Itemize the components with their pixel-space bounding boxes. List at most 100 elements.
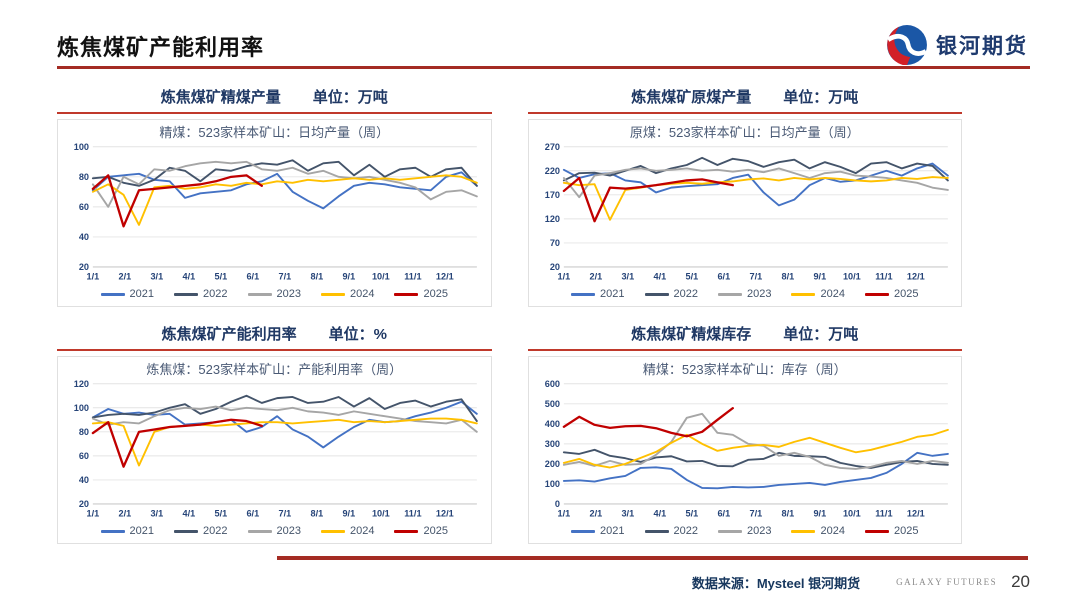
legend-item-2022: 2022 bbox=[644, 288, 698, 300]
y-axis-tick: 500 bbox=[544, 399, 559, 409]
x-axis-tick: 4/1 bbox=[653, 271, 666, 281]
series-line-2025 bbox=[562, 176, 734, 223]
legend-label-2022: 2022 bbox=[673, 525, 698, 537]
y-axis-tick: 40 bbox=[79, 475, 89, 485]
series-line-2025 bbox=[91, 418, 263, 468]
x-axis-tick: 10/1 bbox=[372, 508, 390, 518]
y-axis-tick: 120 bbox=[544, 214, 559, 224]
chart-legend: 2021 2022 2023 2024 2025 bbox=[62, 521, 487, 541]
legend-swatch-2024 bbox=[791, 292, 816, 296]
series-line-2021 bbox=[562, 451, 949, 490]
series-line-2023 bbox=[91, 160, 478, 208]
x-axis-tick: 2/1 bbox=[119, 271, 132, 281]
legend-item-2023: 2023 bbox=[247, 525, 301, 537]
x-axis-tick: 4/1 bbox=[653, 508, 666, 518]
y-axis-tick: 220 bbox=[544, 166, 559, 176]
x-axis-tick: 9/1 bbox=[342, 271, 355, 281]
footer-brand: GALAXY FUTURES bbox=[896, 577, 998, 587]
panel-title-refined-inventory: 炼焦煤矿精煤库存 单位：万吨 bbox=[631, 326, 859, 343]
x-axis-tick: 10/1 bbox=[842, 508, 860, 518]
x-axis-tick: 3/1 bbox=[150, 271, 163, 281]
line-chart-raw-output: 270 220 170 120 70 201/1 2/1 3/1 4/1 5/1 6/1 7/1 8/1… bbox=[544, 142, 949, 281]
panel-capacity-utilization: 炼焦煤矿产能利用率 单位：% 炼焦煤：523家样本矿山：产能利用率（周） 120 1… bbox=[57, 323, 492, 544]
legend-label-2021: 2021 bbox=[129, 525, 155, 537]
x-axis-tick: 5/1 bbox=[215, 508, 228, 518]
x-axis-tick: 7/1 bbox=[278, 508, 291, 518]
legend-label-2024: 2024 bbox=[349, 525, 375, 537]
page-number: 20 bbox=[1011, 572, 1030, 591]
legend-item-2021: 2021 bbox=[100, 525, 155, 537]
legend-swatch-2024 bbox=[791, 529, 816, 533]
page-title: 炼焦煤矿产能利用率 bbox=[57, 35, 265, 60]
legend-item-2023: 2023 bbox=[718, 525, 771, 537]
panel-title-raw-output: 炼焦煤矿原煤产量 单位：万吨 bbox=[631, 89, 859, 106]
legend-label-2025: 2025 bbox=[423, 288, 448, 300]
y-axis-tick: 0 bbox=[554, 499, 559, 509]
legend-label-2025: 2025 bbox=[893, 525, 919, 537]
y-axis-tick: 40 bbox=[79, 232, 89, 242]
legend-swatch-2024 bbox=[320, 529, 345, 533]
x-axis-tick: 9/1 bbox=[813, 271, 826, 281]
x-axis-tick: 10/1 bbox=[372, 271, 390, 281]
data-source: 数据来源：Mysteel 银河期货 bbox=[691, 575, 861, 591]
legend-swatch-2025 bbox=[394, 529, 419, 533]
x-axis-tick: 12/1 bbox=[436, 271, 454, 281]
logo-text: 银河期货 bbox=[936, 35, 1028, 58]
x-axis-tick: 1/1 bbox=[87, 271, 100, 281]
x-axis-tick: 9/1 bbox=[342, 508, 355, 518]
x-axis-tick: 2/1 bbox=[589, 271, 602, 281]
x-axis-tick: 8/1 bbox=[311, 271, 324, 281]
chart-box-capacity-utilization: 炼焦煤：523家样本矿山：产能利用率（周） 120 100 80 60 40 20 1/1 2… bbox=[57, 356, 492, 544]
chart-legend: 2021 2022 2023 2024 2025 bbox=[62, 284, 487, 304]
x-axis-tick: 4/1 bbox=[183, 508, 196, 518]
y-axis-tick: 120 bbox=[74, 379, 89, 389]
series-line-2024 bbox=[91, 417, 478, 467]
x-axis-tick: 11/1 bbox=[875, 271, 892, 281]
chart-box-refined-output: 精煤：523家样本矿山：日均产量（周） 100 80 60 40 20 1/1 2/1 3/1… bbox=[57, 119, 492, 307]
footer: 数据来源：Mysteel 银河期货 GALAXY FUTURES 20 bbox=[692, 572, 1030, 592]
panel-title-underline bbox=[57, 349, 492, 351]
x-axis-tick: 12/1 bbox=[906, 508, 924, 518]
series-line-2024 bbox=[562, 176, 949, 221]
panel-refined-coal-inventory: 炼焦煤矿精煤库存 单位：万吨 精煤：523家样本矿山：库存（周） 600 500 40… bbox=[527, 323, 962, 544]
legend-label-2024: 2024 bbox=[349, 288, 375, 300]
header-divider bbox=[57, 66, 1030, 69]
x-axis-tick: 6/1 bbox=[246, 271, 259, 281]
x-axis-tick: 3/1 bbox=[621, 271, 634, 281]
series-line-2025 bbox=[91, 174, 263, 228]
y-axis-tick: 60 bbox=[79, 451, 89, 461]
legend-swatch-2022 bbox=[174, 529, 199, 533]
series-line-2022 bbox=[562, 156, 949, 182]
x-axis-tick: 7/1 bbox=[749, 508, 762, 518]
legend-item-2022: 2022 bbox=[174, 288, 228, 300]
x-axis-tick: 2/1 bbox=[119, 508, 132, 518]
y-axis-tick: 270 bbox=[544, 142, 559, 152]
legend-swatch-2023 bbox=[718, 292, 742, 296]
legend-swatch-2025 bbox=[864, 292, 889, 296]
series-line-2021 bbox=[562, 162, 949, 207]
series-line-2023 bbox=[562, 412, 949, 470]
line-chart-refined-inventory: 600 500 400 300 200 100 01/1 2/1 3/1 4/1 5/1 6/1 7/1… bbox=[544, 379, 949, 518]
legend-item-2021: 2021 bbox=[571, 288, 625, 300]
y-axis-tick: 400 bbox=[544, 419, 559, 429]
series-line-2022 bbox=[91, 394, 478, 422]
x-axis-tick: 9/1 bbox=[813, 508, 826, 518]
legend-swatch-2021 bbox=[100, 292, 125, 296]
chart-subtitle: 精煤：523家样本矿山：日均产量（周） bbox=[159, 125, 390, 140]
panel-raw-coal-output: 炼焦煤矿原煤产量 单位：万吨 原煤：523家样本矿山：日均产量（周） 270 220… bbox=[527, 86, 962, 307]
legend-label-2021: 2021 bbox=[129, 288, 155, 300]
x-axis-tick: 7/1 bbox=[749, 271, 762, 281]
galaxy-swirl-icon bbox=[886, 25, 928, 65]
chart-grid: 炼焦煤矿精煤产量 单位：万吨 精煤：523家样本矿山：日均产量（周） 100 80 6… bbox=[57, 86, 962, 544]
legend-label-2023: 2023 bbox=[276, 288, 301, 300]
legend-swatch-2021 bbox=[571, 529, 596, 533]
y-axis-tick: 170 bbox=[544, 190, 559, 200]
legend-swatch-2023 bbox=[247, 529, 272, 533]
legend-item-2021: 2021 bbox=[571, 525, 625, 537]
legend-item-2024: 2024 bbox=[791, 525, 845, 537]
series-line-2024 bbox=[562, 428, 949, 469]
legend-item-2021: 2021 bbox=[100, 288, 155, 300]
legend-item-2022: 2022 bbox=[644, 525, 698, 537]
x-axis-tick: 7/1 bbox=[278, 271, 291, 281]
